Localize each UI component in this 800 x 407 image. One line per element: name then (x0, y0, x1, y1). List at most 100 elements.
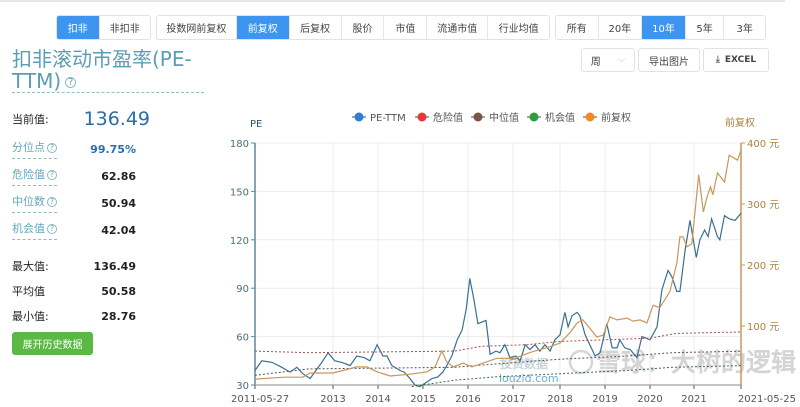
x-tick-label: 2017 (500, 394, 525, 405)
toggle-price-3[interactable]: 股价 (341, 16, 385, 39)
max-value: 136.49 (93, 259, 136, 273)
opportunity-value: 42.04 (101, 223, 136, 237)
download-icon: ⤓ (715, 55, 720, 65)
series-line-2 (254, 350, 742, 376)
series-line-4 (254, 150, 742, 380)
min-label: 最小值: (12, 310, 49, 323)
help-icon: ? (47, 224, 57, 234)
danger-value: 62.86 (101, 169, 136, 183)
legend-marker (585, 112, 595, 122)
x-tick-label: 2018 (547, 394, 572, 405)
min-value: 28.76 (101, 309, 136, 323)
legend-marker (417, 112, 427, 122)
toggle-deduct-1[interactable]: 非扣非 (99, 16, 150, 39)
page-title: 扣非滚动市盈率(PE-TTM)? (12, 48, 207, 92)
stat-percentile: 分位点? 99.75% (12, 139, 136, 159)
help-icon: ? (47, 143, 57, 153)
series-line-3 (411, 365, 742, 388)
y2-tick-label: 100 元 (747, 322, 779, 333)
y2-tick-label: 200 元 (747, 261, 779, 272)
page-title-text: 扣非滚动市盈率(PE-TTM) (12, 47, 192, 93)
x-tick-label: 2019 (592, 394, 617, 405)
stat-label: 当前值: (12, 113, 49, 126)
series-line-1 (254, 331, 742, 354)
opportunity-label[interactable]: 机会值? (12, 220, 57, 240)
stat-median: 中位数? 50.94 (12, 193, 136, 213)
legend-label-4: 前复权 (601, 111, 631, 124)
stat-current: 当前值: 136.49 (12, 108, 150, 130)
toggle-deduct-0[interactable]: 扣非 (57, 16, 100, 39)
toggle-price-0[interactable]: 投数网前复权 (157, 16, 237, 39)
x-tick-label: 2015 (410, 394, 435, 405)
stat-avg: 平均值 50.58 (12, 283, 136, 299)
y-tick-label: 180 (230, 139, 249, 150)
current-value: 136.49 (83, 108, 150, 130)
avg-label: 平均值 (12, 285, 45, 298)
legend-marker (354, 112, 364, 122)
legend-marker (473, 112, 483, 122)
median-label[interactable]: 中位数? (12, 193, 57, 213)
y2-tick-label: 400 元 (747, 139, 779, 150)
series-line-0 (254, 212, 742, 388)
stat-min: 最小值: 28.76 (12, 308, 136, 324)
legend-label-2: 中位值 (489, 111, 519, 124)
toggle-price-5[interactable]: 流通市值 (427, 16, 489, 39)
toggle-range-0[interactable]: 所有 (556, 16, 599, 39)
legend-label-0: PE-TTM (370, 113, 406, 124)
top-divider (0, 0, 785, 2)
toggle-price-6[interactable]: 行业均值 (488, 16, 549, 39)
max-label: 最大值: (12, 260, 49, 273)
export-image-button[interactable]: 导出图片 (638, 48, 700, 72)
watermark-xueqiu: 雪球：大树的逻辑 (596, 348, 796, 377)
legend-marker (529, 112, 539, 122)
percentile-label[interactable]: 分位点? (12, 139, 57, 159)
toggle-price-1[interactable]: 前复权 (236, 16, 290, 39)
legend-label-1: 危险值 (433, 111, 463, 124)
stat-opportunity: 机会值? 42.04 (12, 220, 136, 240)
percentile-value: 99.75% (90, 142, 136, 156)
export-excel-button[interactable]: ⤓ EXCEL (703, 48, 769, 72)
toggle-range-4[interactable]: 3年 (724, 16, 765, 39)
y-axis-title: PE (250, 119, 262, 130)
chevron-down-icon: ⌵ (618, 55, 626, 65)
help-icon[interactable]: ? (65, 77, 77, 88)
y-tick-label: 30 (236, 381, 249, 392)
toggle-range-3[interactable]: 5年 (685, 16, 725, 39)
y2-tick-label: 300 元 (747, 200, 779, 211)
x-tick-label: 2013 (320, 394, 345, 405)
y2-axis-title: 前复权 (725, 116, 755, 129)
avg-value: 50.58 (101, 284, 136, 298)
watermark-url: louzid.com (499, 372, 559, 385)
toggle-price-4[interactable]: 市值 (384, 16, 428, 39)
x-tick-label: 2021-05-25 (738, 394, 796, 405)
time-range-group: 所有 20年 10年 5年 3年 (555, 15, 766, 40)
help-icon: ? (47, 197, 57, 207)
stat-max: 最大值: 136.49 (12, 258, 136, 274)
toggle-range-1[interactable]: 20年 (598, 16, 643, 39)
period-select[interactable]: 周 ⌵ (581, 48, 635, 72)
deduct-toggle-group: 扣非 非扣非 (56, 15, 151, 40)
toggle-price-2[interactable]: 后复权 (289, 16, 342, 39)
period-select-value: 周 (590, 56, 601, 68)
stat-danger: 危险值? 62.86 (12, 166, 136, 186)
y-tick-label: 150 (230, 187, 249, 198)
price-type-group: 投数网前复权 前复权 后复权 股价 市值 流通市值 行业均值 (156, 15, 550, 40)
x-tick-label: 2016 (455, 394, 480, 405)
title-underline (12, 92, 204, 93)
x-tick-label: 2021 (681, 394, 706, 405)
y-tick-label: 60 (236, 333, 249, 344)
export-excel-label: EXCEL (724, 55, 757, 65)
legend-label-3: 机会值 (545, 111, 575, 124)
expand-history-button[interactable]: 展开历史数据 (12, 332, 93, 355)
danger-label[interactable]: 危险值? (12, 166, 57, 186)
y-tick-label: 90 (236, 284, 249, 295)
x-tick-label: 2020 (637, 394, 662, 405)
x-tick-label: 2011-05-27 (231, 394, 289, 405)
y-tick-label: 120 (230, 236, 249, 247)
help-icon: ? (47, 170, 57, 180)
xueqiu-logo-icon (568, 349, 594, 375)
median-value: 50.94 (101, 196, 136, 210)
x-tick-label: 2014 (365, 394, 390, 405)
toggle-range-2[interactable]: 10年 (642, 16, 686, 39)
